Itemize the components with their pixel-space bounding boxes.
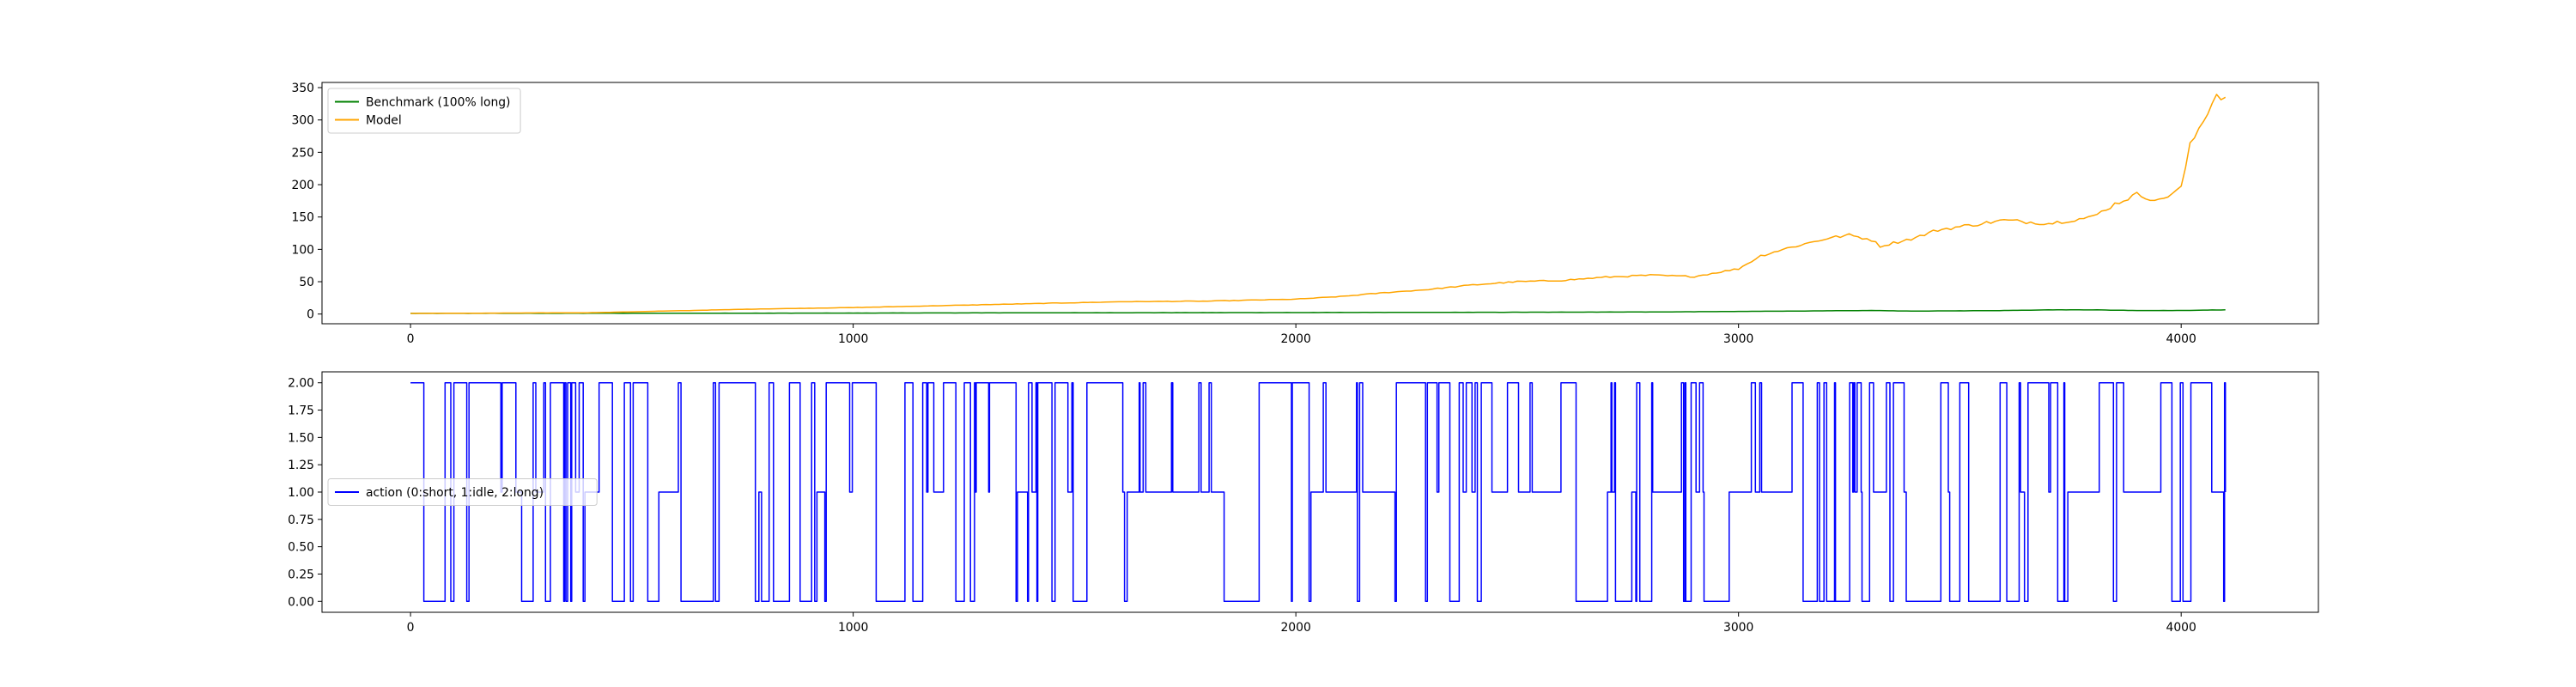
y-tick-label: 300 <box>291 114 314 128</box>
bottom-chart-series <box>410 381 2227 603</box>
bottom-chart-x-ticks: 0 1000 2000 3000 4000 <box>407 612 2196 635</box>
y-tick-label: 0.50 <box>288 541 314 555</box>
bottom-chart-y-ticks: 0.00 0.25 0.50 0.75 1.00 1.25 1.50 1.75 2.00 <box>288 377 322 609</box>
x-tick-label: 4000 <box>2166 621 2196 635</box>
y-tick-label: 0.75 <box>288 514 314 527</box>
y-tick-label: 0.00 <box>288 595 314 609</box>
top-chart: 0 1000 2000 3000 4000 050100150200250300350 … <box>291 82 2319 346</box>
y-tick-label: 1.25 <box>288 459 314 472</box>
x-tick-label: 2000 <box>1280 332 1310 346</box>
y-tick-label: 50 <box>299 276 314 289</box>
y-tick-label: 350 <box>291 82 314 95</box>
y-tick-label: 250 <box>291 146 314 160</box>
x-tick-label: 4000 <box>2166 332 2196 346</box>
x-tick-label: 3000 <box>1723 332 1753 346</box>
bottom-chart: 0 1000 2000 3000 4000 0.00 0.25 0.50 0.75 1.00 1.… <box>288 371 2319 635</box>
y-tick-label: 1.00 <box>288 486 314 500</box>
series-line-1 <box>410 381 2227 603</box>
top-chart-x-ticks: 0 1000 2000 3000 4000 <box>407 324 2196 346</box>
top-chart-y-ticks: 0 50 100 150 200 250 300 350 <box>291 82 322 322</box>
y-tick-label: 2.00 <box>288 377 314 391</box>
x-tick-label: 1000 <box>838 332 868 346</box>
series-line-2 <box>410 94 2227 314</box>
y-tick-label: 0.25 <box>288 568 314 581</box>
y-tick-label: 0 <box>307 308 314 322</box>
legend-box <box>327 478 598 506</box>
y-tick-label: 100 <box>291 243 314 257</box>
x-tick-label: 3000 <box>1723 621 1753 635</box>
legend-label: Model <box>366 114 402 128</box>
top-chart-series <box>410 94 2227 314</box>
series-line-1 <box>410 308 2226 314</box>
legend-box <box>327 88 521 134</box>
bottom-chart-legend: action (0:short, 1:idle, 2:long) <box>327 478 598 506</box>
x-tick-label: 2000 <box>1280 621 1310 635</box>
y-tick-label: 150 <box>291 211 314 225</box>
legend-label: Benchmark (100% long) <box>366 96 510 110</box>
top-chart-frame <box>321 82 2319 325</box>
y-tick-label: 1.75 <box>288 404 314 418</box>
y-tick-label: 1.50 <box>288 431 314 445</box>
top-chart-legend: Benchmark (100% long) Model <box>327 88 521 134</box>
x-tick-label: 0 <box>407 621 415 635</box>
x-tick-label: 0 <box>407 332 415 346</box>
x-tick-label: 1000 <box>838 621 868 635</box>
y-tick-label: 200 <box>291 179 314 192</box>
legend-label: action (0:short, 1:idle, 2:long) <box>366 486 544 500</box>
